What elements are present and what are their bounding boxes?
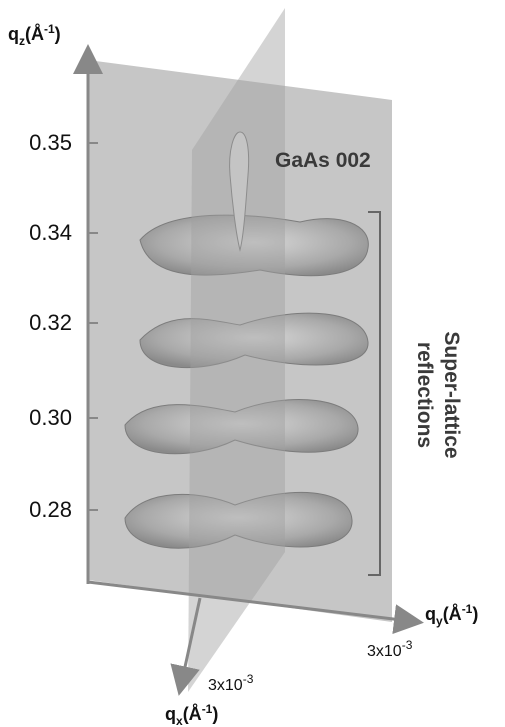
qz-tick-label: 0.30 — [29, 405, 72, 430]
qz-tick-label: 0.32 — [29, 310, 72, 335]
qy-axis — [87, 580, 424, 635]
qx-axis — [170, 597, 202, 696]
bracket-label: reflections — [413, 342, 436, 448]
reflections — [124, 131, 369, 549]
qy-scale: 3x10-3 — [367, 638, 413, 660]
qx-scale: 3x10-3 — [208, 672, 254, 694]
qz-tick-label: 0.34 — [29, 220, 72, 245]
bracket-label: Super-lattice — [440, 331, 463, 458]
qx-qz-plane — [188, 8, 285, 692]
qy-axis-label: qy(Å-1) — [425, 602, 478, 628]
qz-tick-label: 0.35 — [29, 130, 72, 155]
qz-axis-label: qz(Å-1) — [8, 22, 61, 48]
qz-tick-label: 0.28 — [29, 497, 72, 522]
qx-axis-label: qx(Å-1) — [165, 702, 218, 727]
peak-label: GaAs 002 — [275, 149, 371, 172]
bracket — [368, 211, 381, 576]
qz-ticks — [88, 142, 98, 511]
